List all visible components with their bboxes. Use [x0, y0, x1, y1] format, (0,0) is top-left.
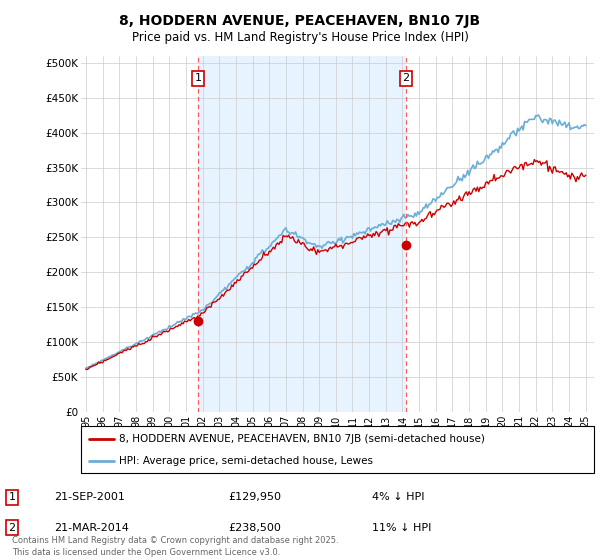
- Text: Contains HM Land Registry data © Crown copyright and database right 2025.
This d: Contains HM Land Registry data © Crown c…: [12, 536, 338, 557]
- Text: 21-MAR-2014: 21-MAR-2014: [54, 522, 129, 533]
- Text: 1: 1: [8, 492, 16, 502]
- Text: 21-SEP-2001: 21-SEP-2001: [54, 492, 125, 502]
- Text: 4% ↓ HPI: 4% ↓ HPI: [372, 492, 425, 502]
- FancyBboxPatch shape: [81, 426, 594, 473]
- Text: 8, HODDERN AVENUE, PEACEHAVEN, BN10 7JB (semi-detached house): 8, HODDERN AVENUE, PEACEHAVEN, BN10 7JB …: [119, 434, 485, 444]
- Text: 8, HODDERN AVENUE, PEACEHAVEN, BN10 7JB: 8, HODDERN AVENUE, PEACEHAVEN, BN10 7JB: [119, 14, 481, 28]
- Text: £238,500: £238,500: [228, 522, 281, 533]
- Text: £129,950: £129,950: [228, 492, 281, 502]
- Bar: [198, 56, 406, 412]
- Text: 11% ↓ HPI: 11% ↓ HPI: [372, 522, 431, 533]
- Text: Price paid vs. HM Land Registry's House Price Index (HPI): Price paid vs. HM Land Registry's House …: [131, 31, 469, 44]
- Text: HPI: Average price, semi-detached house, Lewes: HPI: Average price, semi-detached house,…: [119, 456, 373, 466]
- Text: 2: 2: [403, 73, 410, 83]
- Text: 1: 1: [194, 73, 202, 83]
- Text: 2: 2: [8, 522, 16, 533]
